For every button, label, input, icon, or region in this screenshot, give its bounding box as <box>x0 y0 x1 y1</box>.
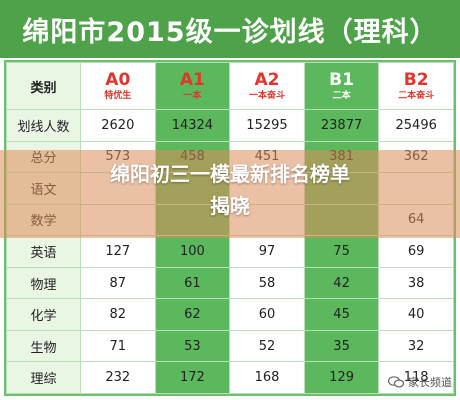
header-col-a2: A2 一本奋斗 <box>229 62 305 110</box>
header-main: A1 <box>179 70 205 90</box>
table-cell: 32 <box>378 329 454 363</box>
table-row: 化学 82 62 60 45 40 <box>6 298 454 331</box>
table-cell: 97 <box>229 235 305 268</box>
table-cell: 25496 <box>378 109 454 142</box>
table-row: 物理 87 61 58 42 38 <box>6 266 454 300</box>
table-cell: 61 <box>154 266 231 300</box>
headline-text[interactable]: 绵阳初三一模最新排名榜单 揭晓 <box>20 158 440 222</box>
row-label: 生物 <box>6 329 81 363</box>
table-cell: 23877 <box>303 109 380 142</box>
table-cell: 172 <box>154 361 231 394</box>
header-col-a1: A1 一本 <box>154 62 231 110</box>
headline-overlay <box>0 150 460 238</box>
table-cell: 45 <box>303 298 380 331</box>
wechat-icon <box>388 376 404 388</box>
table-cell: 232 <box>80 361 156 394</box>
header-sub: 特优生 <box>104 91 132 101</box>
table-cell: 87 <box>80 266 156 300</box>
row-label: 英语 <box>6 235 81 268</box>
table-cell: 100 <box>154 235 231 268</box>
row-label: 物理 <box>6 266 81 300</box>
header-main: B2 <box>403 70 429 90</box>
table-cell: 168 <box>229 361 305 394</box>
table-cell: 69 <box>378 235 454 268</box>
table-row: 生物 71 53 52 35 32 <box>6 329 454 363</box>
header-sub: 一本奋斗 <box>248 91 285 101</box>
table-cell: 129 <box>303 361 380 394</box>
page-title: 绵阳市2015级一诊划线（理科） <box>0 0 460 58</box>
headline-line-2: 揭晓 <box>210 194 250 218</box>
table-cell: 42 <box>303 266 380 300</box>
header-label: 类别 <box>6 62 81 110</box>
header-col-b1: B1 二本 <box>303 62 380 110</box>
table-cell: 52 <box>229 329 305 363</box>
table-row: 划线人数 2620 14324 15295 23877 25496 <box>6 109 454 142</box>
header-sub: 一本 <box>183 91 202 101</box>
header-main: A2 <box>254 70 280 90</box>
row-label: 理综 <box>6 361 81 394</box>
header-sub: 二本奋斗 <box>398 91 435 101</box>
table-cell: 40 <box>378 298 454 331</box>
table-cell: 38 <box>378 266 454 300</box>
header-main: B1 <box>329 70 354 90</box>
table-row: 理综 232 172 168 129 118 <box>6 361 454 394</box>
headline-line-1: 绵阳初三一模最新排名榜单 <box>110 162 350 186</box>
table-cell: 58 <box>229 266 305 300</box>
table-row: 英语 127 100 97 75 69 <box>6 235 454 268</box>
table-cell: 60 <box>229 298 305 331</box>
watermark-text: 家长频道 <box>408 376 452 389</box>
table-cell: 75 <box>303 235 380 268</box>
table-header-row: 类别 A0 特优生 A1 一本 A2 一本奋斗 B1 <box>6 62 454 110</box>
table-cell: 15295 <box>229 109 305 142</box>
header-sub: 二本 <box>332 91 351 101</box>
table-cell: 62 <box>154 298 231 331</box>
table-cell: 2620 <box>80 109 156 142</box>
table-cell: 14324 <box>154 109 231 142</box>
header-main: A0 <box>105 70 131 90</box>
table-cell: 127 <box>80 235 156 268</box>
table-cell: 53 <box>154 329 231 363</box>
table-cell: 82 <box>80 298 156 331</box>
watermark: 家长频道 <box>388 374 452 390</box>
table-cell: 71 <box>80 329 156 363</box>
table-cell: 35 <box>303 329 380 363</box>
header-col-a0: A0 特优生 <box>80 62 156 110</box>
row-label: 划线人数 <box>6 109 81 142</box>
header-col-b2: B2 二本奋斗 <box>378 62 454 110</box>
row-label: 化学 <box>6 298 81 331</box>
